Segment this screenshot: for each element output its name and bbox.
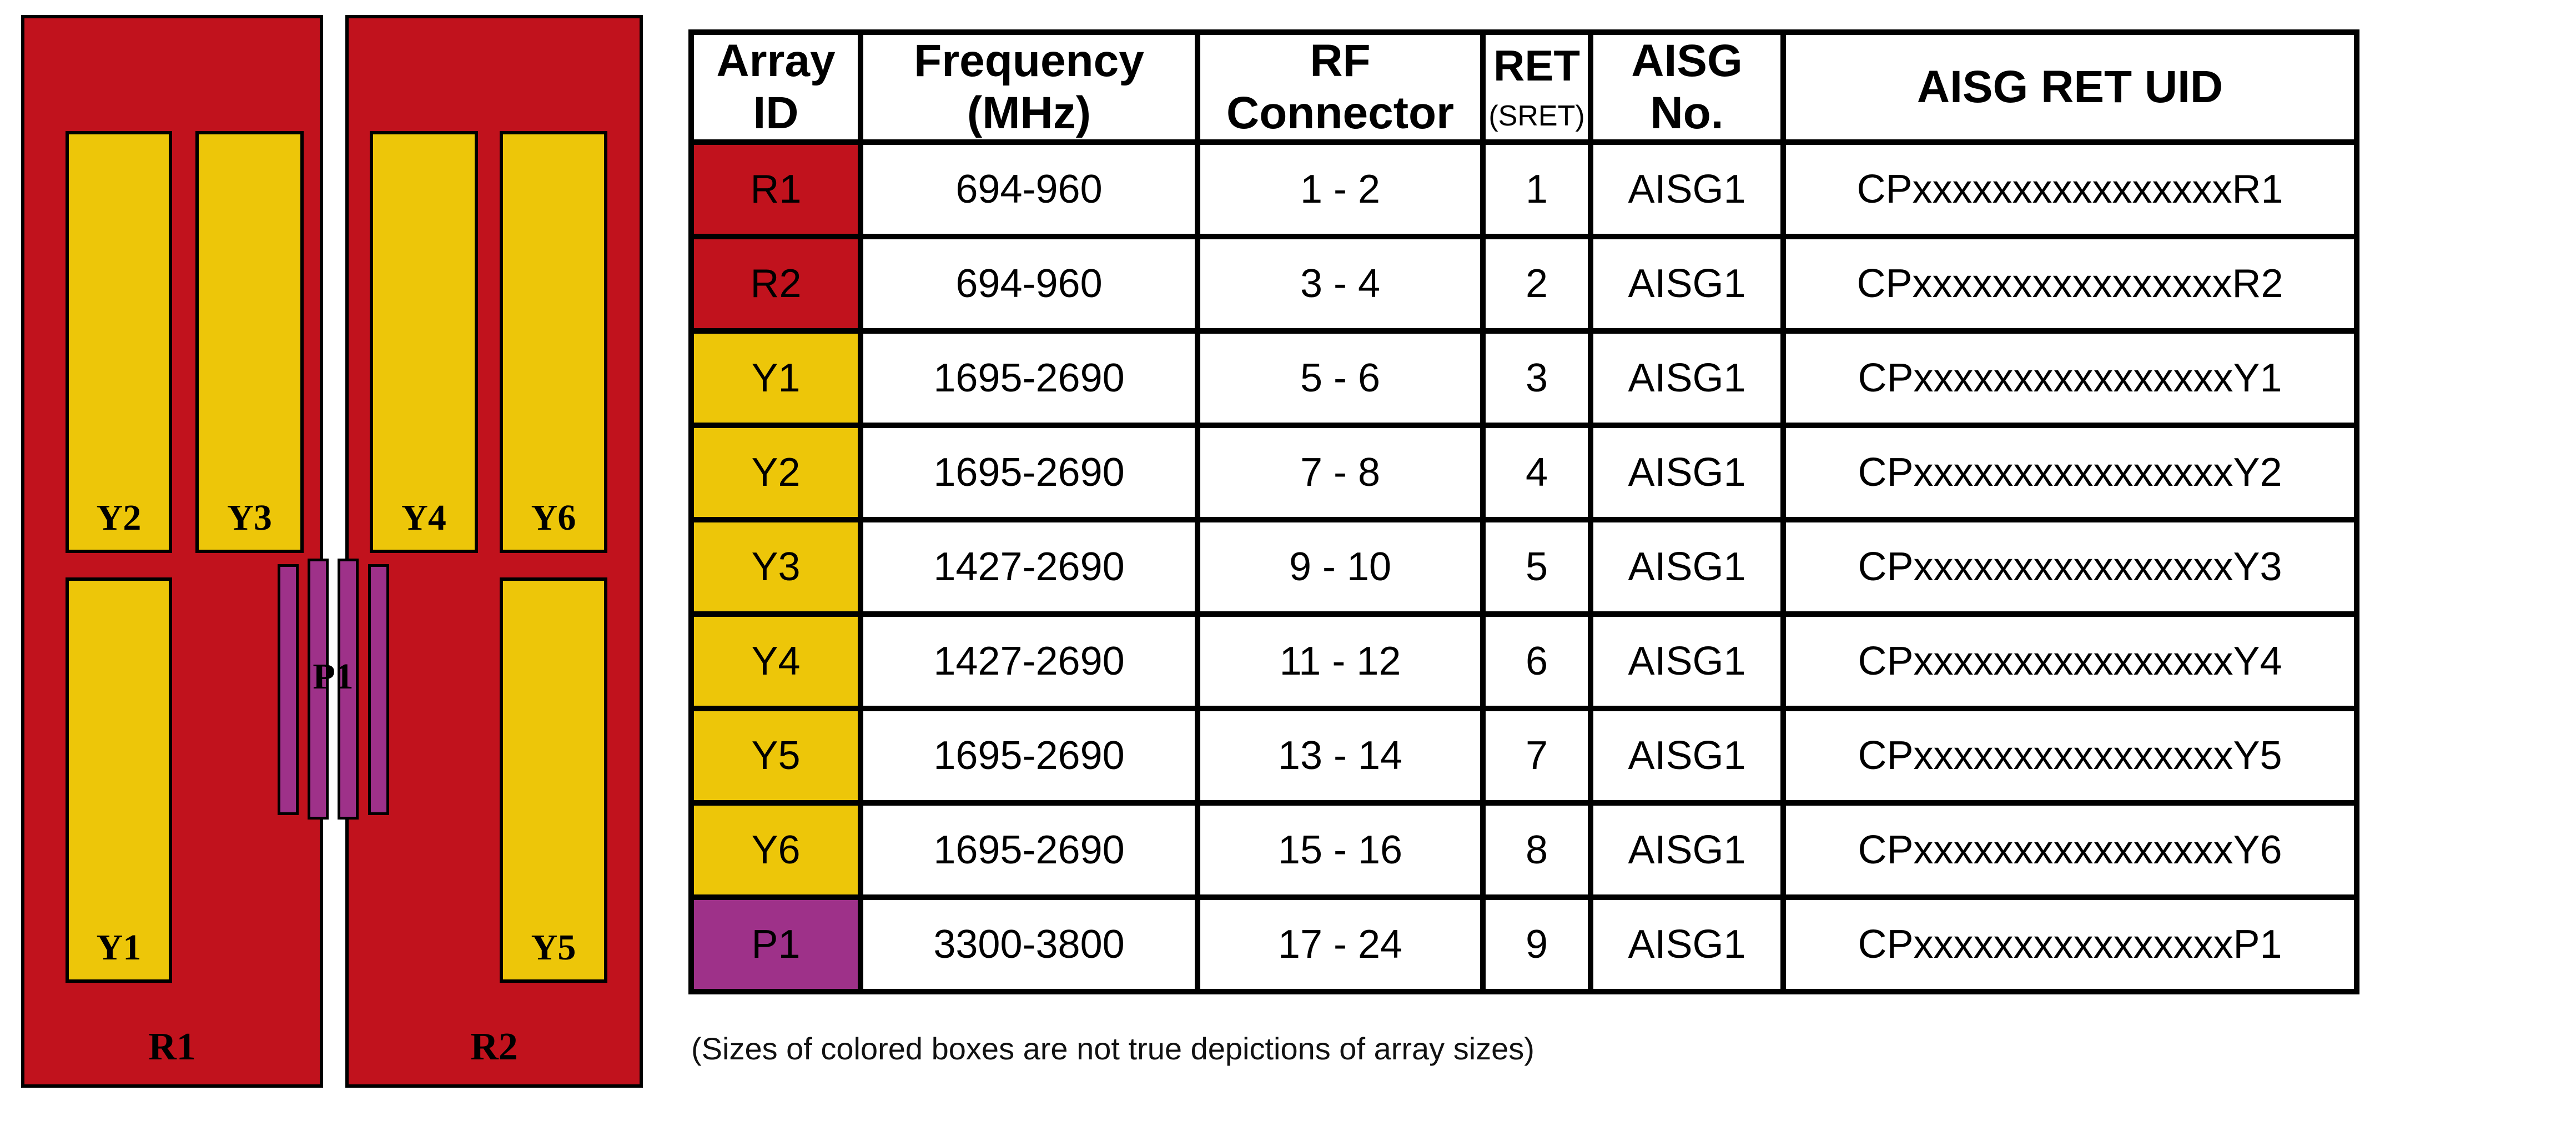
table-row: P1 3300-3800 17 - 24 9 AISG1 CPxxxxxxxxx… [688, 894, 2359, 994]
table-row: R2 694-960 3 - 4 2 AISG1 CPxxxxxxxxxxxxx… [688, 234, 2359, 334]
cell-rf-connector: 5 - 6 [1195, 328, 1486, 428]
cell-aisg-ret-uid: CPxxxxxxxxxxxxxxxxY5 [1780, 706, 2359, 806]
cell-aisg-ret-uid: CPxxxxxxxxxxxxxxxxR1 [1780, 139, 2359, 239]
panel-label-r2: R2 [470, 1026, 518, 1068]
cell-aisg-no: AISG1 [1588, 423, 1786, 522]
cell-frequency: 1695-2690 [858, 328, 1200, 428]
cell-aisg-no: AISG1 [1588, 139, 1786, 239]
table-row: Y6 1695-2690 15 - 16 8 AISG1 CPxxxxxxxxx… [688, 800, 2359, 900]
array-box-label: Y5 [531, 927, 576, 968]
array-box-label: Y2 [96, 497, 142, 538]
array-box-y1: Y1 [66, 577, 172, 983]
header-row: Array ID Frequency (MHz) RF Connector RE… [688, 29, 2359, 145]
header-array-id: Array ID [688, 29, 863, 145]
cell-frequency: 1427-2690 [858, 517, 1200, 617]
array-box-label: Y4 [401, 497, 446, 538]
cell-ret: 6 [1480, 611, 1593, 711]
cell-rf-connector: 17 - 24 [1195, 894, 1486, 994]
array-box-y6: Y6 [500, 131, 607, 553]
cell-ret: 5 [1480, 517, 1593, 617]
header-aisg-ret-uid: AISG RET UID [1780, 29, 2359, 145]
header-ret: RET (SRET) [1480, 29, 1593, 145]
header-ret-sub: (SRET) [1488, 99, 1585, 132]
p1-array-strip [308, 559, 329, 820]
cell-aisg-ret-uid: CPxxxxxxxxxxxxxxxxY6 [1780, 800, 2359, 900]
cell-aisg-no: AISG1 [1588, 328, 1786, 428]
cell-ret: 1 [1480, 139, 1593, 239]
header-aisg-no: AISG No. [1588, 29, 1786, 145]
array-panel-r2: Y4 Y6 Y5 R2 [345, 15, 643, 1088]
cell-rf-connector: 13 - 14 [1195, 706, 1486, 806]
array-box-y3: Y3 [195, 131, 304, 553]
cell-aisg-no: AISG1 [1588, 894, 1786, 994]
cell-frequency: 1695-2690 [858, 800, 1200, 900]
panel-label-r1: R1 [148, 1026, 196, 1068]
header-frequency: Frequency (MHz) [858, 29, 1200, 145]
cell-ret: 9 [1480, 894, 1593, 994]
array-box-label: Y6 [531, 497, 576, 538]
cell-array-id: R2 [688, 234, 863, 334]
cell-aisg-ret-uid: CPxxxxxxxxxxxxxxxxY4 [1780, 611, 2359, 711]
p1-array-strip [338, 559, 359, 820]
array-panel-r1: Y2 Y3 Y1 R1 [21, 15, 323, 1088]
cell-array-id: Y3 [688, 517, 863, 617]
cell-frequency: 694-960 [858, 139, 1200, 239]
cell-aisg-ret-uid: CPxxxxxxxxxxxxxxxxR2 [1780, 234, 2359, 334]
p1-array-strip [278, 564, 299, 815]
p1-array-strip [368, 564, 389, 815]
cell-array-id: Y6 [688, 800, 863, 900]
cell-array-id: R1 [688, 139, 863, 239]
cell-frequency: 1427-2690 [858, 611, 1200, 711]
cell-aisg-no: AISG1 [1588, 234, 1786, 334]
cell-ret: 2 [1480, 234, 1593, 334]
cell-aisg-ret-uid: CPxxxxxxxxxxxxxxxxY1 [1780, 328, 2359, 428]
cell-rf-connector: 1 - 2 [1195, 139, 1486, 239]
table-row: R1 694-960 1 - 2 1 AISG1 CPxxxxxxxxxxxxx… [688, 139, 2359, 239]
cell-ret: 3 [1480, 328, 1593, 428]
table-row: Y5 1695-2690 13 - 14 7 AISG1 CPxxxxxxxxx… [688, 706, 2359, 806]
table-row: Y3 1427-2690 9 - 10 5 AISG1 CPxxxxxxxxxx… [688, 517, 2359, 617]
cell-frequency: 694-960 [858, 234, 1200, 334]
cell-array-id: P1 [688, 894, 863, 994]
cell-rf-connector: 15 - 16 [1195, 800, 1486, 900]
cell-aisg-ret-uid: CPxxxxxxxxxxxxxxxxP1 [1780, 894, 2359, 994]
array-box-y4: Y4 [370, 131, 478, 553]
cell-frequency: 3300-3800 [858, 894, 1200, 994]
table-row: Y2 1695-2690 7 - 8 4 AISG1 CPxxxxxxxxxxx… [688, 423, 2359, 522]
figure-caption: (Sizes of colored boxes are not true dep… [691, 1031, 1534, 1066]
cell-array-id: Y5 [688, 706, 863, 806]
cell-rf-connector: 9 - 10 [1195, 517, 1486, 617]
header-rf-connector: RF Connector [1195, 29, 1486, 145]
array-box-label: Y3 [227, 497, 272, 538]
cell-rf-connector: 11 - 12 [1195, 611, 1486, 711]
cell-ret: 8 [1480, 800, 1593, 900]
array-box-y2: Y2 [66, 131, 172, 553]
array-spec-table: Array ID Frequency (MHz) RF Connector RE… [688, 29, 2359, 994]
array-box-y5: Y5 [500, 577, 607, 983]
cell-aisg-ret-uid: CPxxxxxxxxxxxxxxxxY3 [1780, 517, 2359, 617]
cell-rf-connector: 7 - 8 [1195, 423, 1486, 522]
cell-aisg-no: AISG1 [1588, 611, 1786, 711]
cell-aisg-no: AISG1 [1588, 517, 1786, 617]
table-row: Y1 1695-2690 5 - 6 3 AISG1 CPxxxxxxxxxxx… [688, 328, 2359, 428]
cell-array-id: Y2 [688, 423, 863, 522]
cell-aisg-no: AISG1 [1588, 800, 1786, 900]
header-ret-main: RET [1493, 41, 1580, 90]
cell-aisg-ret-uid: CPxxxxxxxxxxxxxxxxY2 [1780, 423, 2359, 522]
table-row: Y4 1427-2690 11 - 12 6 AISG1 CPxxxxxxxxx… [688, 611, 2359, 711]
cell-array-id: Y1 [688, 328, 863, 428]
cell-aisg-no: AISG1 [1588, 706, 1786, 806]
cell-rf-connector: 3 - 4 [1195, 234, 1486, 334]
cell-ret: 4 [1480, 423, 1593, 522]
cell-frequency: 1695-2690 [858, 706, 1200, 806]
cell-array-id: Y4 [688, 611, 863, 711]
cell-frequency: 1695-2690 [858, 423, 1200, 522]
cell-ret: 7 [1480, 706, 1593, 806]
array-box-label: Y1 [96, 927, 142, 968]
p1-array-label: P1 [313, 656, 354, 697]
